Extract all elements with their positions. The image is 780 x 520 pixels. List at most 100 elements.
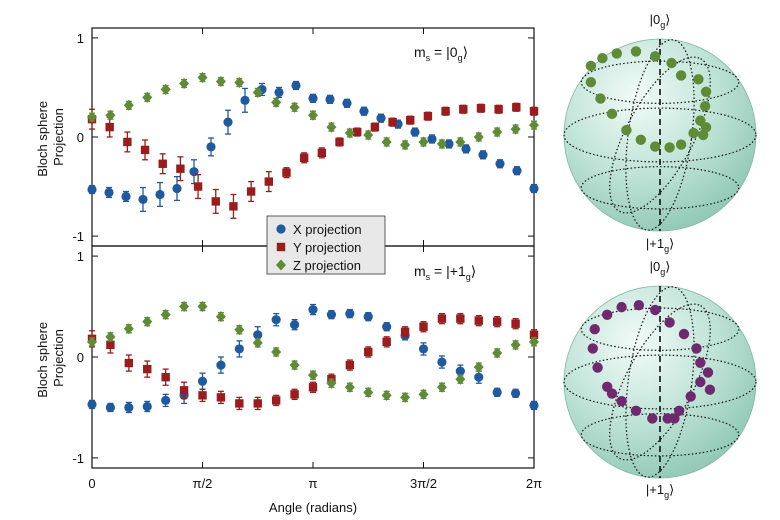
sphere-trajectory-point <box>635 134 646 145</box>
x-projection-marker <box>510 388 521 398</box>
top-square-point <box>353 127 362 137</box>
top-diamond-point <box>529 119 539 131</box>
z-projection-marker <box>160 83 171 95</box>
bottom-diamond-point <box>289 359 300 371</box>
top-circle-point <box>308 93 318 103</box>
x-projection-marker <box>461 144 471 154</box>
x-projection-marker <box>161 395 171 405</box>
sphere-trajectory-point <box>702 367 714 378</box>
bottom-circle-point <box>474 370 484 384</box>
x-projection-marker <box>271 315 281 325</box>
x-projection-marker <box>105 402 116 413</box>
bottom-diamond-point <box>271 346 282 358</box>
top-circle-point <box>461 144 471 154</box>
z-projection-marker <box>529 336 539 348</box>
y-projection-marker <box>282 168 291 177</box>
top-square-point <box>529 106 539 116</box>
sphere-trajectory-point <box>650 51 661 62</box>
z-projection-marker <box>418 136 429 148</box>
top-square-point <box>282 167 291 179</box>
z-projection-marker <box>455 373 466 385</box>
bottom-diamond-point <box>87 336 97 348</box>
y-projection-marker <box>345 360 355 370</box>
z-projection-marker <box>381 389 392 401</box>
top-circle-point <box>512 166 522 176</box>
top-diamond-point <box>344 127 355 139</box>
y-projection-marker <box>476 104 486 113</box>
bottom-square-point <box>492 315 502 328</box>
y-projection-marker <box>229 202 238 211</box>
z-projection-marker <box>363 386 374 398</box>
z-projection-marker <box>529 119 539 131</box>
bottom-y-ticks: -1 0 1 <box>72 249 534 466</box>
top-circle-point <box>138 186 148 212</box>
top-diamond-point <box>87 111 97 123</box>
y-projection-marker <box>161 372 170 382</box>
top-square-point <box>193 174 203 200</box>
z-projection-marker <box>215 311 226 323</box>
y-projection-marker <box>123 137 132 147</box>
x-projection-marker <box>529 183 539 194</box>
top-square-point <box>512 102 521 112</box>
bottom-circle-point <box>142 400 152 413</box>
x-projection-marker <box>172 183 182 194</box>
top-square-point <box>229 193 238 219</box>
z-projection-marker <box>87 111 97 123</box>
y-projection-marker <box>437 314 447 323</box>
x-projection-marker <box>495 159 505 169</box>
legend-label: Z projection <box>293 258 361 273</box>
z-projection-marker <box>289 101 300 113</box>
z-projection-marker <box>492 126 503 138</box>
bottom-square-point <box>437 312 447 325</box>
x-projection-marker <box>289 320 300 330</box>
bottom-diamond-point <box>160 309 171 321</box>
top-circle-point <box>104 186 114 199</box>
sphere-trajectory-point <box>592 362 603 373</box>
top-plot: -1 0 1 ms = |0g⟩ Bloch sphere Projection <box>35 27 539 247</box>
bottom-square-point <box>124 354 134 372</box>
top-square-point <box>459 104 468 114</box>
z-projection-marker <box>197 301 208 313</box>
y-projection-marker <box>299 153 309 163</box>
y-projection-marker <box>140 145 150 155</box>
bottom-square-point <box>198 388 207 403</box>
top-square-point <box>335 137 344 147</box>
z-projection-marker <box>363 129 374 141</box>
z-projection-marker <box>105 331 116 343</box>
top-square-point <box>211 188 220 214</box>
sphere-trajectory-point <box>621 125 632 136</box>
top-square-point <box>246 180 256 203</box>
bottom-diamond-point <box>123 323 134 335</box>
sphere-trajectory-point <box>647 413 658 424</box>
z-projection-marker <box>271 346 282 358</box>
sphere-trajectory-point <box>704 384 716 395</box>
top-circle-point <box>359 106 369 116</box>
top-diamond-point <box>436 138 447 150</box>
x-projection-marker <box>308 304 318 315</box>
top-diamond-point <box>252 86 263 98</box>
top-panel-annotation: ms = |0g⟩ <box>414 44 468 63</box>
y-projection-marker <box>308 383 318 392</box>
x-tick-label: π/2 <box>193 476 213 491</box>
bottom-y-tick-label: -1 <box>72 451 84 466</box>
bottom-square-point <box>474 314 483 327</box>
z-projection-marker <box>179 301 190 313</box>
bottom-square-point <box>364 346 373 358</box>
y-projection-marker <box>290 390 299 399</box>
meridian-ring <box>625 286 695 478</box>
top-y-ticks: -1 0 1 <box>72 31 534 244</box>
z-projection-marker <box>344 127 355 139</box>
top-circle-point <box>172 175 182 202</box>
z-projection-marker <box>123 323 134 335</box>
upper-latitude-ring <box>580 60 740 104</box>
meridian-ring <box>625 39 695 231</box>
bottom-square-point <box>143 360 152 378</box>
top-data-points <box>87 72 539 219</box>
x-projection-marker <box>325 94 335 104</box>
z-projection-marker <box>308 109 318 121</box>
top-diamond-point <box>271 96 282 108</box>
y-projection-marker <box>176 164 185 173</box>
bottom-square-point <box>456 312 465 325</box>
bottom-circle-point <box>105 402 116 413</box>
